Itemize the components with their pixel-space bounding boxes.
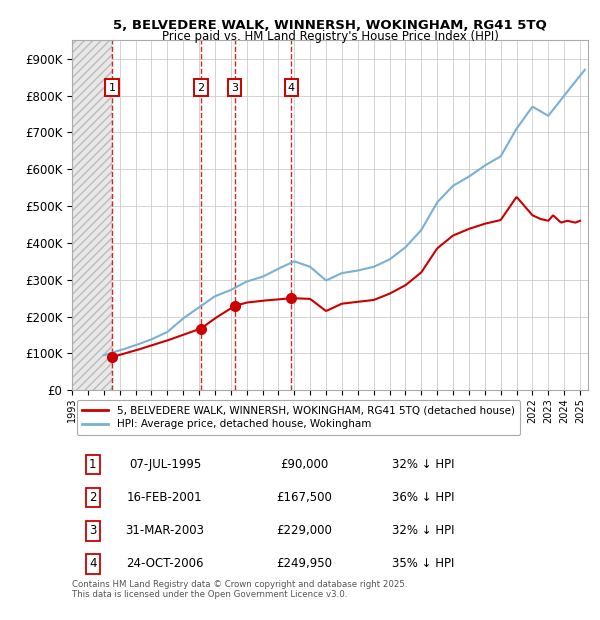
Text: 36% ↓ HPI: 36% ↓ HPI: [392, 491, 454, 504]
Text: £90,000: £90,000: [280, 458, 328, 471]
Text: 5, BELVEDERE WALK, WINNERSH, WOKINGHAM, RG41 5TQ: 5, BELVEDERE WALK, WINNERSH, WOKINGHAM, …: [113, 19, 547, 32]
Text: 3: 3: [231, 82, 238, 92]
Text: £249,950: £249,950: [276, 557, 332, 570]
Text: 32% ↓ HPI: 32% ↓ HPI: [392, 525, 454, 538]
Legend: 5, BELVEDERE WALK, WINNERSH, WOKINGHAM, RG41 5TQ (detached house), HPI: Average : 5, BELVEDERE WALK, WINNERSH, WOKINGHAM, …: [77, 400, 520, 435]
Text: 2: 2: [89, 491, 97, 504]
Text: 35% ↓ HPI: 35% ↓ HPI: [392, 557, 454, 570]
Text: 16-FEB-2001: 16-FEB-2001: [127, 491, 203, 504]
Text: Price paid vs. HM Land Registry's House Price Index (HPI): Price paid vs. HM Land Registry's House …: [161, 30, 499, 43]
Text: 32% ↓ HPI: 32% ↓ HPI: [392, 458, 454, 471]
Text: £229,000: £229,000: [276, 525, 332, 538]
Text: 24-OCT-2006: 24-OCT-2006: [126, 557, 203, 570]
Text: £167,500: £167,500: [276, 491, 332, 504]
Text: Contains HM Land Registry data © Crown copyright and database right 2025.: Contains HM Land Registry data © Crown c…: [72, 580, 407, 588]
Text: 07-JUL-1995: 07-JUL-1995: [129, 458, 201, 471]
Text: This data is licensed under the Open Government Licence v3.0.: This data is licensed under the Open Gov…: [72, 590, 347, 599]
Text: 2: 2: [197, 82, 205, 92]
Text: 3: 3: [89, 525, 97, 538]
Text: 1: 1: [109, 82, 116, 92]
Bar: [72, 40, 112, 390]
Text: 4: 4: [287, 82, 295, 92]
Text: 4: 4: [89, 557, 97, 570]
Text: 31-MAR-2003: 31-MAR-2003: [125, 525, 205, 538]
Text: 1: 1: [89, 458, 97, 471]
